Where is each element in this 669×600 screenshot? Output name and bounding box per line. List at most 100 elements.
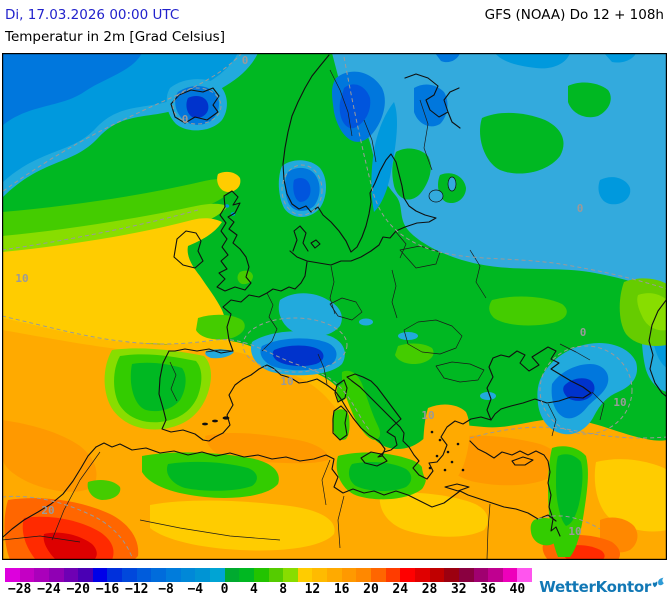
apennines-green — [341, 370, 381, 440]
legend-tick-label: 4 — [249, 582, 258, 597]
carpathian-cold1 — [359, 318, 373, 326]
russia-top-dark3 — [435, 53, 460, 63]
russia-green-island1 — [480, 112, 564, 174]
logo-swirl-icon — [652, 574, 665, 593]
coast-north-africa — [95, 442, 557, 522]
legend-swatch — [429, 568, 445, 582]
isotherm-contours — [2, 53, 667, 560]
algeria-south-yellow — [150, 500, 335, 551]
legend-swatch — [400, 568, 415, 582]
border — [395, 231, 407, 259]
model-run-label: GFS (NOAA) Do 12 + 108h — [484, 7, 664, 23]
isotherm-0-russia — [343, 56, 667, 290]
map-svg: 0 0 0 0 10 10 10 10 10 20 — [2, 53, 667, 560]
isotherm-label: 0 — [577, 202, 584, 215]
coast-cyprus — [511, 456, 534, 466]
south-zone-upper-band — [2, 318, 354, 415]
island-speck — [446, 450, 450, 454]
legend-tick-label: 28 — [421, 582, 438, 597]
legend-tick-label: −12 — [125, 582, 149, 597]
border — [329, 265, 336, 315]
border — [435, 361, 485, 383]
legend-tick-label: −4 — [187, 582, 204, 597]
legend-swatch — [502, 568, 518, 582]
border — [261, 292, 278, 352]
temperature-map: 0 0 0 0 10 10 10 10 10 20 — [2, 53, 667, 560]
legend-tick-label: 24 — [392, 582, 409, 597]
legend-tick-label: −28 — [7, 582, 32, 597]
blacksea-cold-dot — [480, 392, 496, 400]
isotherm-20-morocco — [2, 495, 134, 560]
legend-tick-label: −24 — [37, 582, 61, 597]
legend-swatch — [209, 568, 225, 582]
coast-iberia — [158, 350, 328, 442]
isotherm-0-eturkey — [539, 345, 633, 435]
coast-ireland — [173, 230, 204, 269]
libya-yellow — [379, 492, 488, 537]
mideast-yellow — [594, 459, 667, 532]
russia-green-island2 — [568, 82, 611, 118]
russia-top-dark1 — [495, 53, 570, 69]
datetime-label: Di, 17.03.2026 00:00 UTC — [5, 7, 180, 23]
isotherm-label: 0 — [580, 326, 587, 339]
legend-tick-label: 32 — [450, 582, 467, 597]
isotherm-label: 10 — [15, 272, 28, 285]
coast-italy — [326, 373, 402, 458]
border — [337, 495, 345, 549]
coast-nw-europe — [168, 261, 308, 354]
legend-swatch — [92, 568, 108, 582]
border — [403, 319, 463, 355]
isotherm-label: 10 — [568, 525, 581, 538]
isotherm-10-egypt — [537, 515, 601, 530]
legend-swatch — [78, 568, 93, 582]
isotherm-10-east — [469, 426, 667, 439]
legend-swatch — [224, 568, 240, 582]
isotherm-0-iceland — [172, 87, 222, 125]
nile-green — [530, 518, 562, 546]
nscand-core — [339, 84, 371, 129]
nw-cold-core — [2, 53, 142, 126]
border — [469, 249, 487, 299]
island-speck — [430, 430, 434, 434]
legend-swatch — [19, 568, 35, 582]
russia-mid-dark — [598, 177, 631, 205]
emed-warm — [439, 435, 560, 486]
france-sw-mild — [196, 314, 245, 340]
ukraine-mild — [489, 296, 567, 326]
aegean-warm — [421, 404, 470, 489]
border — [547, 403, 557, 437]
border — [169, 361, 178, 402]
coast-morocco-atlantic — [2, 446, 97, 538]
coast-britain — [216, 190, 252, 292]
pyrenees-cold — [205, 349, 234, 359]
legend-swatch — [473, 568, 489, 582]
map-title: Temperatur in 2m [Grad Celsius] — [5, 29, 225, 45]
morocco-hot-core — [43, 532, 97, 560]
whitesea-cold — [414, 84, 448, 127]
legend-swatch — [488, 568, 503, 582]
island-speck — [428, 466, 432, 470]
border — [139, 519, 281, 541]
legend-ticks: −28 −24 −20 −16 −12 −8 −4 0 4 8 12 16 20 24 28 32 36 40 — [0, 582, 669, 599]
atlas-green-core — [166, 461, 257, 491]
legend-swatch — [107, 568, 123, 582]
island-speck — [435, 454, 439, 458]
iceland-cold-core — [186, 96, 209, 118]
island-balearic — [202, 422, 208, 426]
logo-text: WetterKontor — [539, 578, 651, 596]
norway-cold-core — [293, 178, 311, 202]
legend-tick-label: 0 — [220, 582, 229, 597]
legend-swatch — [166, 568, 181, 582]
border — [317, 353, 328, 385]
bothnia-cold — [371, 102, 398, 212]
border — [419, 99, 433, 171]
legend-tick-label: −20 — [66, 582, 90, 597]
scotland-cold-dot1 — [224, 204, 230, 208]
border — [591, 391, 605, 421]
legend-swatch — [385, 568, 401, 582]
legend-swatch — [136, 568, 152, 582]
legend-swatch — [63, 568, 79, 582]
island-balearic — [212, 419, 218, 423]
legend-tick-label: 8 — [279, 582, 288, 597]
island-balearic — [222, 416, 230, 420]
